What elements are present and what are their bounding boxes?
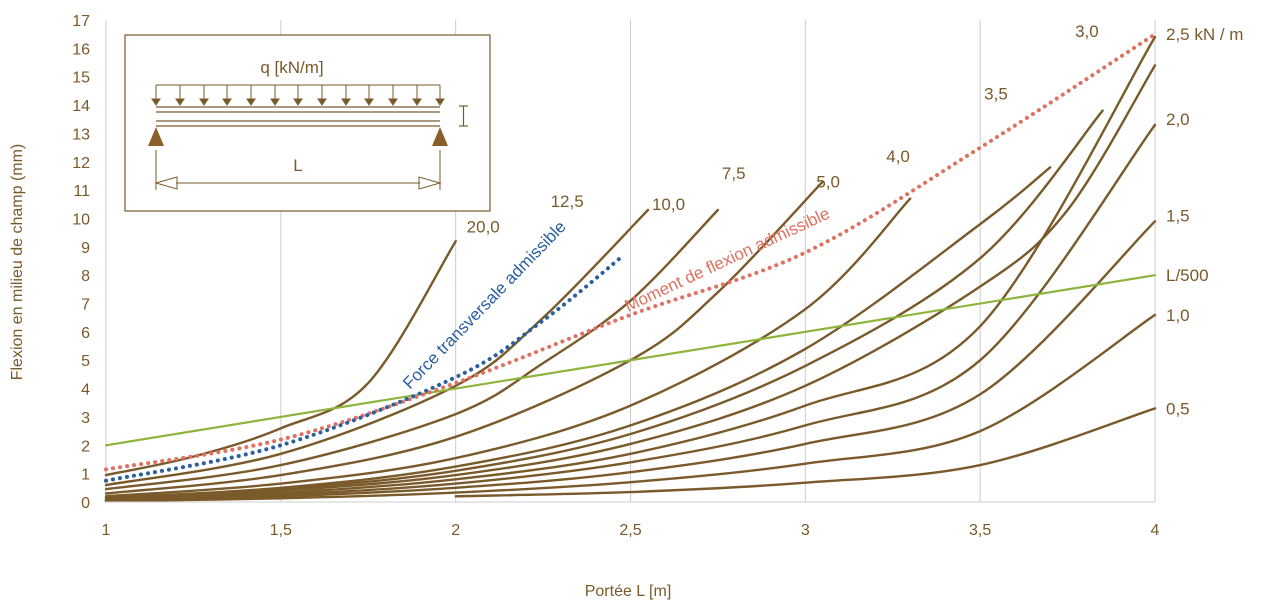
curve-label: 20,0 xyxy=(467,218,500,237)
load-label: 0,5 xyxy=(1166,399,1190,418)
y-tick-label: 15 xyxy=(72,70,90,87)
y-tick-label: 10 xyxy=(72,211,90,228)
series-line-3-0 xyxy=(104,64,1157,501)
curve-label: 7,5 xyxy=(722,164,746,183)
y-tick-label: 1 xyxy=(81,467,90,484)
left-support-icon xyxy=(148,127,164,146)
x-tick-label: 1 xyxy=(102,522,111,539)
y-tick-label: 13 xyxy=(72,126,90,143)
series-line-20-0 xyxy=(104,240,457,477)
y-tick-label: 14 xyxy=(72,98,90,115)
curve-label: 10,0 xyxy=(652,195,685,214)
load-label: 1,0 xyxy=(1166,306,1190,325)
x-tick-label: 2,5 xyxy=(619,522,641,539)
y-tick-label: 6 xyxy=(81,325,90,342)
y-tick-label: 3 xyxy=(81,410,90,427)
y-tick-label: 8 xyxy=(81,268,90,285)
y-tick-label: 11 xyxy=(73,183,90,200)
y-tick-label: 16 xyxy=(72,41,90,58)
curve-label: 12,5 xyxy=(551,192,584,211)
load-label: q [kN/m] xyxy=(260,58,323,77)
curve-label: 4,0 xyxy=(886,147,910,166)
beam xyxy=(156,106,440,127)
y-tick-label: 12 xyxy=(72,155,90,172)
y-tick-label: 2 xyxy=(81,438,90,455)
inset-frame xyxy=(124,34,491,212)
y-tick-label: 4 xyxy=(81,382,90,399)
x-axis-title: Portée L [m] xyxy=(585,583,672,600)
span-label: L xyxy=(293,156,302,175)
curve-label: 3,5 xyxy=(984,84,1008,103)
moment-ref-label: Moment de flexion admissible xyxy=(622,204,833,316)
series-line-l-500 xyxy=(104,274,1157,447)
series-line-10-0 xyxy=(104,208,720,491)
x-tick-label: 4 xyxy=(1151,522,1160,539)
load-label: 2,5 kN / m xyxy=(1166,25,1243,44)
x-tick-label: 1,5 xyxy=(270,522,292,539)
series-line-moment-de-flexion-admissible xyxy=(104,32,1157,472)
x-tick-label: 2 xyxy=(451,522,460,539)
y-tick-label: 7 xyxy=(81,297,90,314)
series-line-2-0 xyxy=(104,123,1157,502)
curve-label: 3,0 xyxy=(1075,22,1099,41)
limit-label: L/500 xyxy=(1166,266,1209,285)
right-support-icon xyxy=(432,127,448,146)
force-ref-label: Force transversale admissible xyxy=(399,217,570,393)
axes: 1 1,5 2 2,5 3 3,5 401234567891011121314151617P… xyxy=(9,13,1160,600)
y-tick-label: 5 xyxy=(81,353,90,370)
series-line-force-transversale-admissible xyxy=(104,253,626,483)
series-layer xyxy=(104,32,1157,503)
load-label: 2,0 xyxy=(1166,110,1190,129)
beam-section-icon xyxy=(459,105,468,127)
span-dimension xyxy=(154,150,442,190)
series-line-5-0 xyxy=(104,197,912,498)
load-label: 1,5 xyxy=(1166,207,1190,226)
series-line-3-5 xyxy=(104,109,1104,500)
distributed-load-arrows xyxy=(151,84,445,106)
y-tick-label: 9 xyxy=(81,240,90,257)
curve-label: 5,0 xyxy=(816,172,840,191)
series-line-1-0 xyxy=(104,313,1157,503)
series-line-0-5 xyxy=(454,407,1157,498)
x-tick-label: 3 xyxy=(801,522,810,539)
y-tick-label: 17 xyxy=(72,13,90,30)
beam-diagram: q [kN/m] xyxy=(124,34,491,212)
x-tick-label: 3,5 xyxy=(969,522,991,539)
series-line-2-5-kn-m xyxy=(104,35,1157,501)
y-tick-label: 0 xyxy=(81,495,90,512)
y-axis-title: Flexion en milieu de champ (mm) xyxy=(9,144,26,381)
series-line-1-5 xyxy=(104,220,1157,502)
series-line-4-0 xyxy=(104,166,1052,499)
